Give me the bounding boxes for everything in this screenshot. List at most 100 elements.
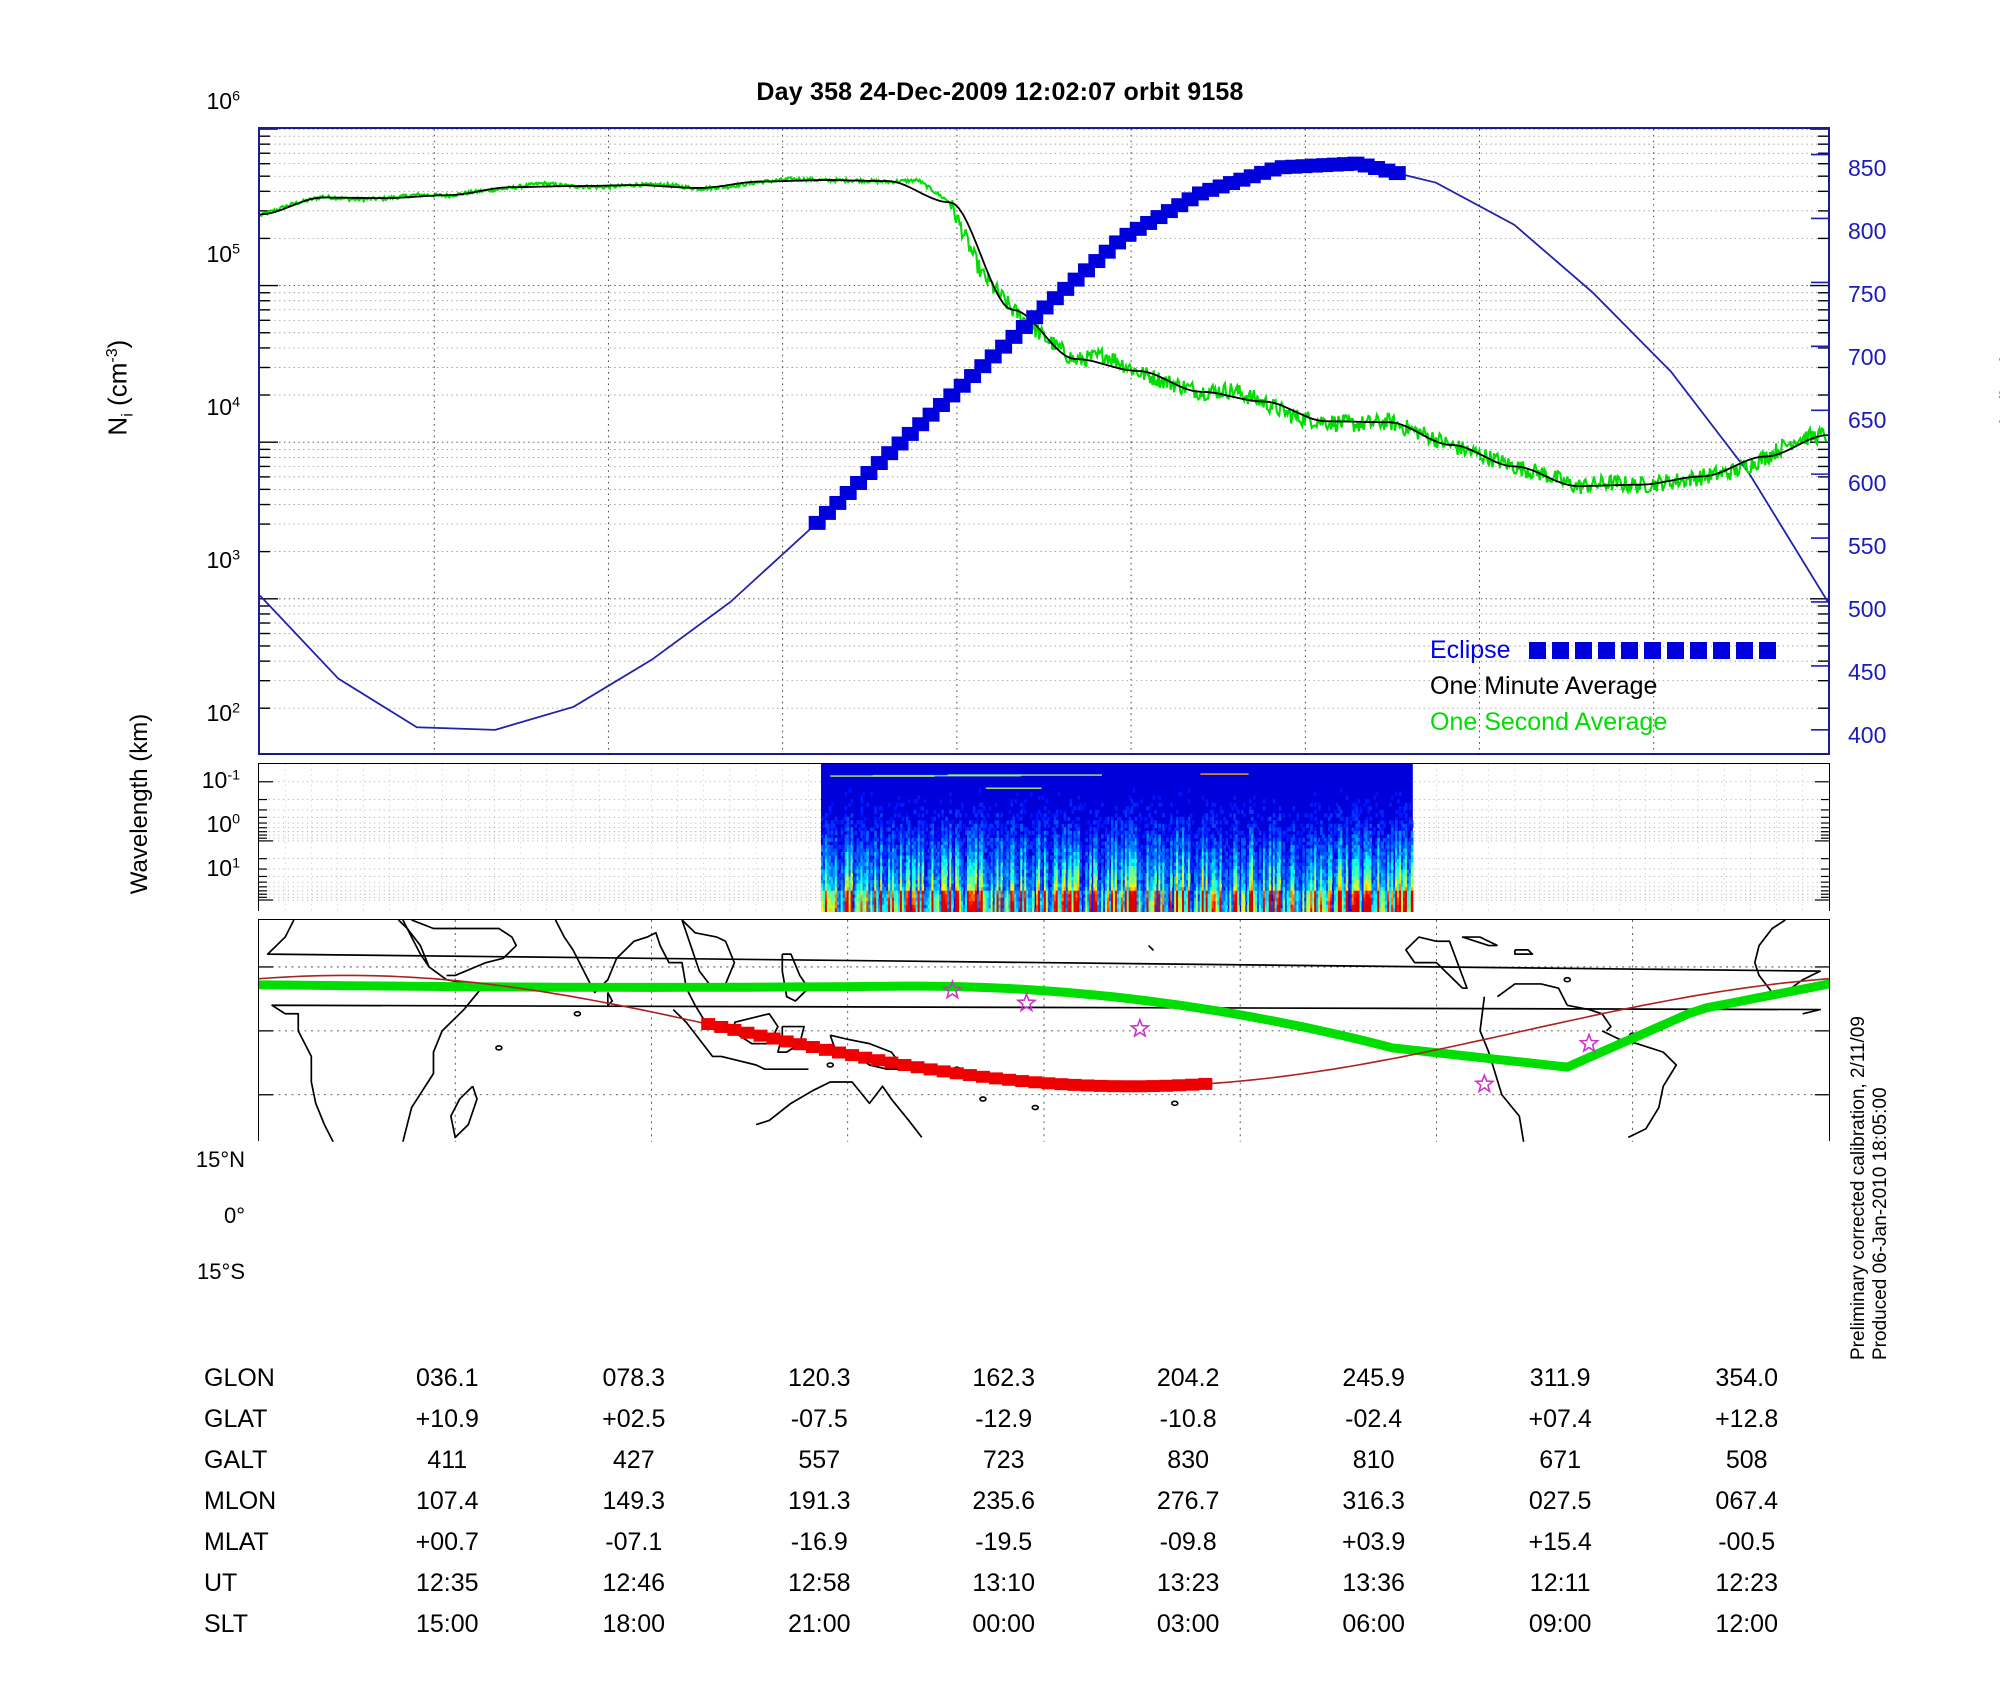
- table-cell: 078.3: [602, 1364, 666, 1392]
- table-cell: 13:23: [1156, 1569, 1220, 1597]
- table-cell: 316.3: [1342, 1487, 1405, 1515]
- table-row-label: UT: [204, 1569, 238, 1597]
- table-cell: 12:00: [1715, 1610, 1778, 1638]
- table-cell: 204.2: [1156, 1364, 1220, 1392]
- calibration-note-line1: Preliminary corrected calibration, 2/11/…: [1848, 1016, 1869, 1360]
- legend-item-one-minute: One Minute Average: [1430, 668, 1830, 704]
- table-row-label: GALT: [204, 1446, 268, 1474]
- table-cell: 15:00: [415, 1610, 479, 1638]
- table-row: UT 12:35 12:46 12:58 13:10 13:23 13:36 12:11 12:…: [190, 1563, 1840, 1604]
- table-cell: 276.7: [1156, 1487, 1220, 1515]
- table-cell: 107.4: [415, 1487, 479, 1515]
- table-cell: -10.8: [1159, 1405, 1217, 1433]
- spectrogram-heatmap: [821, 764, 1414, 912]
- spectrogram-plot: [259, 764, 1829, 912]
- parameter-table: GLON 036.1 078.3 120.3 162.3 204.2 245.9 311.9 3…: [190, 1358, 1840, 1645]
- table-cell: 21:00: [787, 1610, 851, 1638]
- table-cell: 810: [1352, 1446, 1395, 1474]
- table-row-label: GLON: [204, 1364, 275, 1392]
- table-cell: -16.9: [790, 1528, 848, 1556]
- map-gridlines: [259, 920, 1829, 1142]
- alt-tick-700: 700: [1848, 344, 1887, 370]
- wl-tick-1e1: 101: [206, 855, 240, 881]
- table-cell: -07.5: [790, 1405, 848, 1433]
- table-cell: 12:23: [1715, 1569, 1778, 1597]
- table-cell: 12:46: [602, 1569, 666, 1597]
- alt-tick-750: 750: [1848, 281, 1887, 307]
- table-cell: 120.3: [787, 1364, 851, 1392]
- y-axis-label-ion-density: Ni (cm-3): [102, 339, 137, 436]
- eclipse-track-markers: [808, 156, 1406, 530]
- table-cell: +02.5: [602, 1405, 666, 1433]
- table-cell: -07.1: [605, 1528, 663, 1556]
- ion-density-plot: [260, 129, 1828, 756]
- table-cell: -12.9: [975, 1405, 1033, 1433]
- one-second-average-curve: [260, 175, 1828, 496]
- table-cell: 162.3: [972, 1364, 1035, 1392]
- legend-label-eclipse: Eclipse: [1430, 635, 1511, 664]
- ytick-1e2: 102: [206, 700, 240, 726]
- map-lat-0: 0°: [223, 1203, 245, 1228]
- table-cell: 12:58: [787, 1569, 851, 1597]
- table-cell: -02.4: [1345, 1405, 1403, 1433]
- map-lat-15N: 15°N: [195, 1147, 245, 1172]
- ground-track-map-panel: [258, 919, 1830, 1142]
- table-cell: 18:00: [602, 1610, 666, 1638]
- table-cell: 06:00: [1342, 1610, 1405, 1638]
- wavelength-spectrogram-panel: [258, 763, 1830, 912]
- grid-lines: [260, 129, 1828, 756]
- table-cell: 12:11: [1529, 1569, 1591, 1597]
- table-cell: 149.3: [602, 1487, 666, 1515]
- alt-tick-550: 550: [1848, 533, 1887, 559]
- table-cell: +12.8: [1715, 1405, 1779, 1433]
- ytick-1e5: 105: [206, 241, 240, 267]
- table-cell: 508: [1725, 1446, 1768, 1474]
- table-row: GLAT +10.9 +02.5 -07.5 -12.9 -10.8 -02.4 +07.4 +…: [190, 1399, 1840, 1440]
- table-row-label: SLT: [204, 1610, 248, 1638]
- alt-tick-400: 400: [1848, 722, 1887, 748]
- wl-tick-1e0: 100: [206, 811, 240, 837]
- ground-track-map: [259, 920, 1829, 1142]
- orbit-parameter-table: GLON 036.1 078.3 120.3 162.3 204.2 245.9 311.9 3…: [190, 1358, 1840, 1645]
- table-cell: 671: [1539, 1446, 1582, 1474]
- coastlines: [266, 920, 1822, 1142]
- table-cell: 03:00: [1156, 1610, 1220, 1638]
- table-cell: 235.6: [972, 1487, 1035, 1515]
- table-cell: 036.1: [415, 1364, 479, 1392]
- legend-item-eclipse: Eclipse: [1430, 632, 1830, 668]
- table-cell: +10.9: [415, 1405, 479, 1433]
- magnetic-equator-line: [259, 979, 1829, 1072]
- table-cell: 00:00: [972, 1610, 1035, 1638]
- table-cell: 191.3: [787, 1487, 851, 1515]
- table-row: SLT 15:00 18:00 21:00 00:00 03:00 06:00 09:00 12…: [190, 1604, 1840, 1645]
- alt-tick-650: 650: [1848, 407, 1887, 433]
- y-axis-label-wavelength: Wavelength (km): [126, 713, 153, 895]
- alt-tick-450: 450: [1848, 659, 1887, 685]
- calibration-note: Preliminary corrected calibration, 2/11/…: [1848, 1016, 1891, 1360]
- table-cell: 354.0: [1715, 1364, 1778, 1392]
- y-axis-label-altitude: alt (km): [1994, 352, 2000, 439]
- table-cell: 411: [427, 1446, 468, 1474]
- eclipse-ground-track: [701, 1018, 1213, 1093]
- table-cell: 311.9: [1529, 1364, 1591, 1392]
- table-cell: 09:00: [1528, 1610, 1592, 1638]
- table-row: GLON 036.1 078.3 120.3 162.3 204.2 245.9 311.9 3…: [190, 1358, 1840, 1399]
- alt-tick-800: 800: [1848, 218, 1887, 244]
- table-cell: +00.7: [415, 1528, 479, 1556]
- table-cell: 830: [1167, 1446, 1210, 1474]
- table-cell: -19.5: [975, 1528, 1033, 1556]
- wl-tick-1e-1: 10-1: [201, 767, 240, 793]
- legend-label-one-minute: One Minute Average: [1430, 671, 1658, 700]
- legend-label-one-second: One Second Average: [1430, 707, 1668, 736]
- alt-tick-600: 600: [1848, 470, 1887, 496]
- table-row: MLAT +00.7 -07.1 -16.9 -19.5 -09.8 +03.9 +15.4 -…: [190, 1522, 1840, 1563]
- alt-tick-850: 850: [1848, 155, 1887, 181]
- table-cell: 027.5: [1528, 1487, 1592, 1515]
- calibration-note-line2: Produced 06-Jan-2010 18:05:00: [1870, 1087, 1891, 1360]
- table-row-label: GLAT: [204, 1405, 268, 1433]
- table-cell: 12:35: [415, 1569, 479, 1597]
- legend-item-one-second: One Second Average: [1430, 704, 1830, 740]
- table-row: MLON 107.4 149.3 191.3 235.6 276.7 316.3 027.5 0…: [190, 1481, 1840, 1522]
- ytick-1e4: 104: [206, 394, 240, 420]
- table-row-label: MLON: [204, 1487, 277, 1515]
